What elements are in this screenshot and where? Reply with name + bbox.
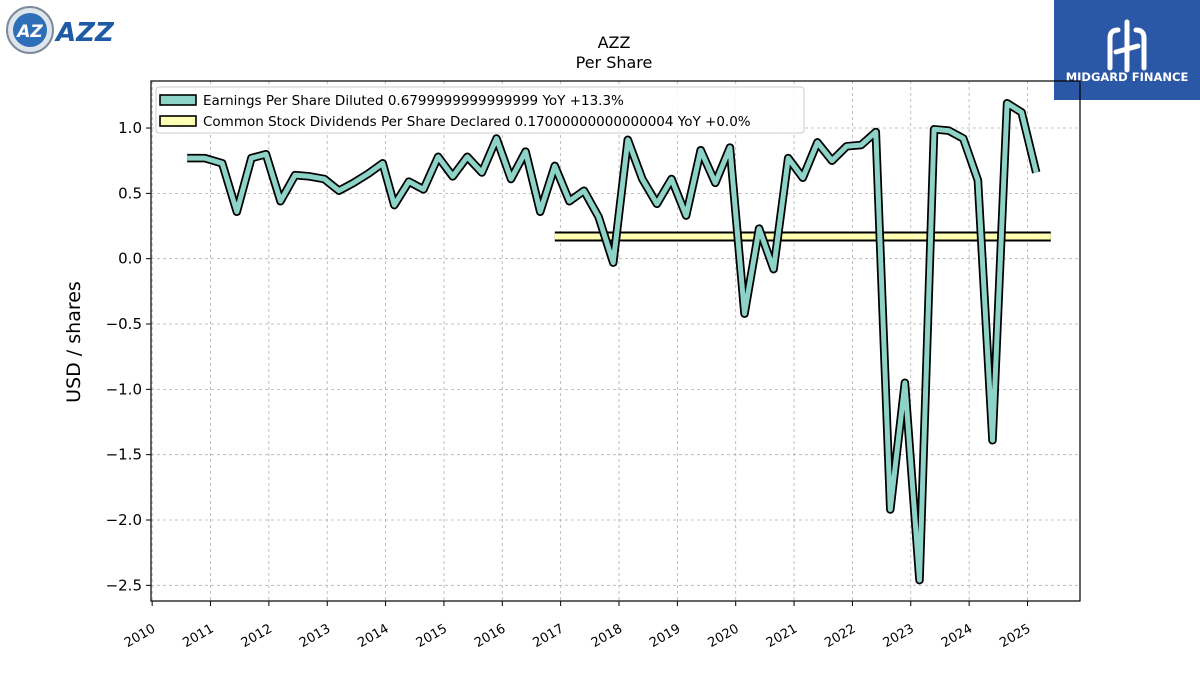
legend-box: [155, 86, 805, 134]
midgard-emblem-icon: [1107, 19, 1147, 73]
azz-logo-badge-inner: [13, 13, 47, 47]
y-tick-label: 1.0: [118, 119, 142, 137]
x-tick-label: 2022: [822, 621, 858, 651]
x-tick-label: 2024: [939, 621, 975, 651]
y-tick-label: 0.5: [118, 184, 142, 202]
y-tick-label: −2.5: [106, 576, 142, 594]
azz-logo-badge-text: AZ: [15, 22, 43, 42]
y-tick-label: −0.5: [106, 315, 142, 333]
x-tick-label: 2010: [122, 621, 158, 651]
x-tick-label: 2023: [881, 621, 917, 651]
x-tick-label: 2014: [355, 621, 391, 651]
midgard-logo-text: MIDGARD FINANCE: [1066, 70, 1189, 84]
azz-logo-text: AZZ: [54, 18, 115, 48]
x-tick-label: 2015: [414, 621, 450, 651]
legend: Earnings Per Share Diluted 0.67999999999…: [155, 86, 805, 134]
azz-logo: AZ AZZ: [6, 6, 115, 54]
legend-label: Earnings Per Share Diluted 0.67999999999…: [203, 93, 624, 109]
legend-swatch: [159, 94, 197, 106]
y-tick-label: −1.0: [106, 380, 142, 398]
x-tick-label: 2016: [472, 621, 508, 651]
series-layer: [187, 98, 1051, 585]
y-tick-label: 0.0: [118, 250, 142, 268]
legend-label: Common Stock Dividends Per Share Declare…: [203, 114, 751, 130]
chart-title: AZZ: [598, 33, 631, 52]
x-tick-label: 2017: [530, 621, 566, 651]
plot-area: 1.0 0.5 0.0 −0.5 −1.0 −1.5 −2.0 −2.5 2010 2011 201…: [106, 80, 1081, 651]
legend-swatch: [159, 115, 197, 127]
x-tick-label: 2021: [764, 621, 800, 651]
chart-subtitle: Per Share: [576, 53, 653, 72]
x-tick-label: 2019: [647, 621, 683, 651]
series-eps-diluted-line: [187, 100, 1039, 583]
x-tick-label: 2011: [180, 621, 216, 651]
x-tick-label: 2020: [706, 621, 742, 651]
y-tick-label: −2.0: [106, 511, 142, 529]
x-tick-label: 2013: [297, 621, 333, 651]
y-axis-label: USD / shares: [63, 281, 85, 403]
plot-frame: [150, 80, 1081, 602]
y-tick-label: −1.5: [106, 446, 142, 464]
x-tick-label: 2018: [589, 621, 625, 651]
x-tick-label: 2025: [997, 621, 1033, 651]
midgard-finance-logo: MIDGARD FINANCE: [1054, 0, 1200, 100]
x-tick-label: 2012: [239, 621, 275, 651]
